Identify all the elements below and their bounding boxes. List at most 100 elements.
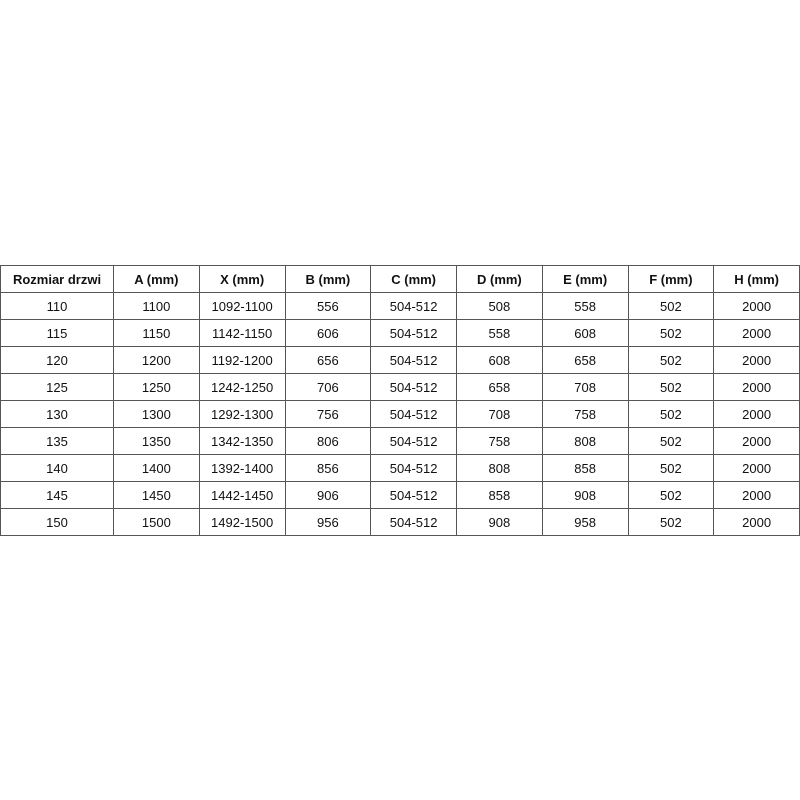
table-header-row: Rozmiar drzwi A (mm) X (mm) B (mm) C (mm) D (… [0,265,800,293]
table-row: 120 1200 1192-1200 656 504-512 608 658 502 2000 [0,346,800,374]
table-row: 115 1150 1142-1150 606 504-512 558 608 502 2000 [0,319,800,347]
table-cell: 2000 [713,508,800,536]
table-cell: 504-512 [370,427,457,455]
table-cell: 856 [284,454,372,482]
table-cell: 2000 [713,481,800,509]
table-cell: 1142-1150 [198,319,286,347]
table-cell: 504-512 [370,400,457,428]
table-cell: 658 [456,373,543,401]
table-cell: 150 [0,508,114,536]
table-cell: 504-512 [370,346,457,374]
table-cell: 2000 [713,346,800,374]
table-cell: 1192-1200 [198,346,286,374]
table-cell: 806 [284,427,372,455]
column-header: X (mm) [198,265,286,293]
table-cell: 708 [541,373,629,401]
table-cell: 1150 [113,319,200,347]
table-cell: 656 [284,346,372,374]
table-cell: 502 [627,346,715,374]
table-cell: 1450 [113,481,200,509]
table-cell: 1092-1100 [198,292,286,320]
table-cell: 120 [0,346,114,374]
table-cell: 130 [0,400,114,428]
table-cell: 908 [456,508,543,536]
table-cell: 808 [541,427,629,455]
table-cell: 708 [456,400,543,428]
table-cell: 2000 [713,292,800,320]
table-cell: 858 [456,481,543,509]
table-cell: 606 [284,319,372,347]
table-cell: 1292-1300 [198,400,286,428]
table-cell: 508 [456,292,543,320]
table-cell: 502 [627,508,715,536]
table-row: 135 1350 1342-1350 806 504-512 758 808 502 2000 [0,427,800,455]
door-size-table: Rozmiar drzwi A (mm) X (mm) B (mm) C (mm) D (… [0,265,800,536]
table-cell: 504-512 [370,373,457,401]
table-cell: 502 [627,427,715,455]
column-header: H (mm) [713,265,800,293]
table-cell: 140 [0,454,114,482]
table-cell: 1350 [113,427,200,455]
table-cell: 808 [456,454,543,482]
table-cell: 558 [456,319,543,347]
table-cell: 504-512 [370,292,457,320]
column-header: E (mm) [541,265,629,293]
table-cell: 908 [541,481,629,509]
table-cell: 2000 [713,319,800,347]
table-cell: 2000 [713,454,800,482]
table-cell: 135 [0,427,114,455]
table-cell: 145 [0,481,114,509]
table-row: 150 1500 1492-1500 956 504-512 908 958 502 2000 [0,508,800,536]
table-row: 130 1300 1292-1300 756 504-512 708 758 502 2000 [0,400,800,428]
table-cell: 758 [456,427,543,455]
table-cell: 502 [627,319,715,347]
table-cell: 502 [627,454,715,482]
table-cell: 502 [627,400,715,428]
table-cell: 1442-1450 [198,481,286,509]
table-cell: 1342-1350 [198,427,286,455]
table-cell: 2000 [713,427,800,455]
table-cell: 1500 [113,508,200,536]
table-cell: 758 [541,400,629,428]
column-header: D (mm) [456,265,543,293]
table-row: 140 1400 1392-1400 856 504-512 808 858 502 2000 [0,454,800,482]
table-cell: 706 [284,373,372,401]
table-cell: 502 [627,292,715,320]
table-cell: 858 [541,454,629,482]
table-cell: 906 [284,481,372,509]
table-row: 110 1100 1092-1100 556 504-512 508 558 502 2000 [0,292,800,320]
table-cell: 2000 [713,400,800,428]
table-cell: 502 [627,481,715,509]
table-cell: 115 [0,319,114,347]
table-cell: 504-512 [370,319,457,347]
table-cell: 1300 [113,400,200,428]
table-cell: 608 [541,319,629,347]
table-cell: 125 [0,373,114,401]
table-cell: 558 [541,292,629,320]
column-header: Rozmiar drzwi [0,265,114,293]
table-cell: 958 [541,508,629,536]
table-cell: 1242-1250 [198,373,286,401]
column-header: F (mm) [627,265,715,293]
column-header: C (mm) [370,265,457,293]
table-cell: 1250 [113,373,200,401]
table-cell: 658 [541,346,629,374]
table-cell: 1100 [113,292,200,320]
column-header: A (mm) [113,265,200,293]
table-row: 145 1450 1442-1450 906 504-512 858 908 502 2000 [0,481,800,509]
table-cell: 956 [284,508,372,536]
table-cell: 608 [456,346,543,374]
table-cell: 756 [284,400,372,428]
table-cell: 502 [627,373,715,401]
table-cell: 2000 [713,373,800,401]
table-cell: 1392-1400 [198,454,286,482]
table-cell: 1400 [113,454,200,482]
column-header: B (mm) [284,265,372,293]
table-cell: 1492-1500 [198,508,286,536]
table-cell: 504-512 [370,454,457,482]
table-cell: 110 [0,292,114,320]
table-cell: 504-512 [370,508,457,536]
table-cell: 1200 [113,346,200,374]
table-cell: 556 [284,292,372,320]
table-row: 125 1250 1242-1250 706 504-512 658 708 502 2000 [0,373,800,401]
